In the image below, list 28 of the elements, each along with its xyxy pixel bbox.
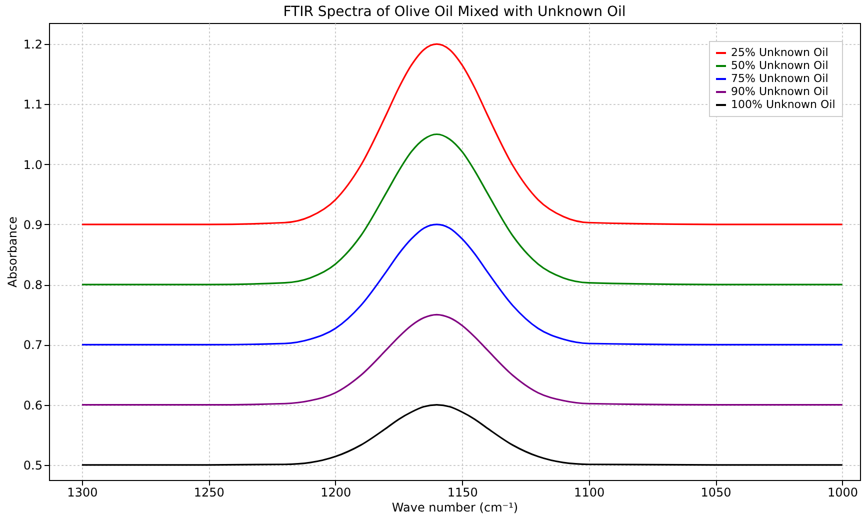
y-tick-label: 0.5 — [23, 458, 42, 472]
x-axis-title: Wave number (cm⁻¹) — [392, 500, 518, 514]
x-tick-label: 1250 — [194, 486, 224, 500]
y-tick-label: 1.2 — [23, 38, 42, 52]
legend-label: 100% Unknown Oil — [731, 98, 836, 111]
line-series — [81, 133, 844, 286]
chart-title: FTIR Spectra of Olive Oil Mixed with Unknown Oil — [283, 4, 626, 20]
y-tick-label: 0.7 — [23, 338, 42, 352]
legend-label: 50% Unknown Oil — [731, 59, 828, 72]
x-tick-label: 1300 — [67, 486, 98, 500]
line-series — [81, 43, 844, 226]
line-series — [81, 224, 844, 346]
x-tick-label: 1100 — [574, 486, 605, 500]
line-series — [81, 404, 844, 466]
legend-label: 25% Unknown Oil — [731, 46, 828, 59]
y-tick-label: 0.9 — [23, 218, 42, 232]
y-tick-label: 1.0 — [23, 158, 42, 172]
y-tick-label: 1.1 — [23, 98, 42, 112]
x-tick-label: 1000 — [827, 486, 858, 500]
x-tick-label: 1200 — [320, 486, 352, 500]
x-tick-label: 1150 — [447, 486, 478, 500]
y-tick-label: 0.6 — [23, 398, 42, 412]
x-tick-label: 1050 — [700, 486, 732, 500]
y-axis-title: Absorbance — [5, 216, 20, 288]
y-tick-label: 0.8 — [23, 278, 42, 292]
legend-label: 90% Unknown Oil — [731, 85, 828, 98]
legend-label: 75% Unknown Oil — [731, 72, 828, 85]
line-series — [81, 314, 844, 406]
